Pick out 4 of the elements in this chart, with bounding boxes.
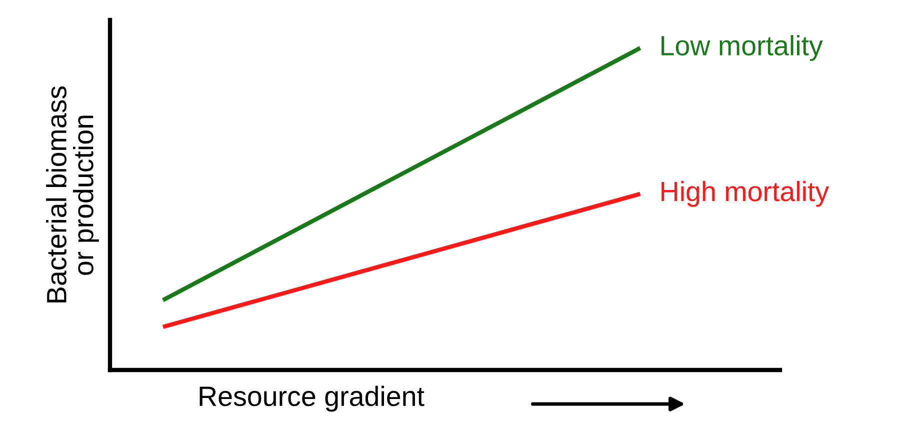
series-label: Low mortality [662, 35, 823, 61]
x-axis-title: Resource gradient [200, 386, 424, 412]
y-axis-title: Bacterial biomass or production [46, 86, 99, 302]
series-label: High mortality [662, 180, 830, 207]
